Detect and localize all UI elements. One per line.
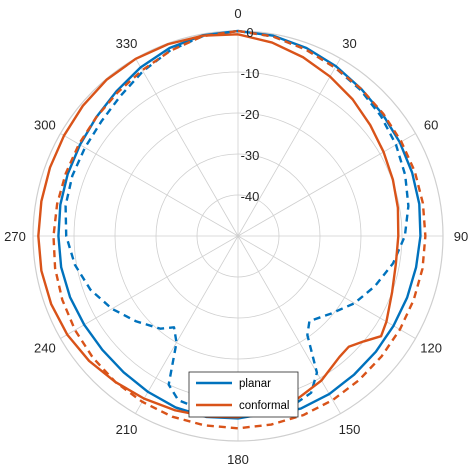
r-tick-label: -10 bbox=[241, 66, 260, 81]
r-tick-label: -20 bbox=[241, 107, 260, 122]
theta-tick-label: 150 bbox=[339, 422, 361, 437]
legend-label-conformal: conformal bbox=[239, 400, 290, 412]
polar-grid bbox=[32, 30, 444, 442]
radial-tick-labels: -40 -30 -20 -10 0 bbox=[241, 25, 260, 204]
grid-spoke bbox=[237, 235, 341, 414]
grid-spoke bbox=[60, 235, 239, 339]
theta-tick-label: 60 bbox=[424, 118, 438, 133]
grid-spoke bbox=[237, 58, 341, 237]
theta-tick-label: 0 bbox=[234, 6, 241, 21]
angular-tick-labels: 0 30 60 90 120 150 180 210 240 270 300 330 bbox=[4, 6, 468, 467]
theta-tick-label: 90 bbox=[454, 229, 468, 244]
grid-spoke bbox=[135, 235, 239, 414]
legend-box bbox=[188, 371, 299, 418]
theta-tick-label: 330 bbox=[116, 36, 138, 51]
series-line-series-3-dashed bbox=[52, 29, 427, 430]
theta-tick-label: 30 bbox=[342, 36, 356, 51]
grid-spoke bbox=[135, 58, 239, 237]
legend-label-planar: planar bbox=[239, 378, 271, 390]
r-tick-label: -30 bbox=[241, 148, 260, 163]
r-tick-label: 0 bbox=[246, 25, 253, 40]
theta-tick-label: 120 bbox=[420, 341, 442, 356]
grid-spoke bbox=[237, 133, 416, 237]
r-tick-label: -40 bbox=[241, 189, 260, 204]
legend: planar conformal bbox=[188, 371, 299, 418]
theta-tick-label: 300 bbox=[34, 118, 56, 133]
theta-tick-label: 210 bbox=[116, 422, 138, 437]
theta-tick-label: 240 bbox=[34, 341, 56, 356]
theta-tick-label: 270 bbox=[4, 229, 26, 244]
grid-spoke bbox=[60, 133, 239, 237]
theta-tick-label: 180 bbox=[227, 452, 249, 467]
